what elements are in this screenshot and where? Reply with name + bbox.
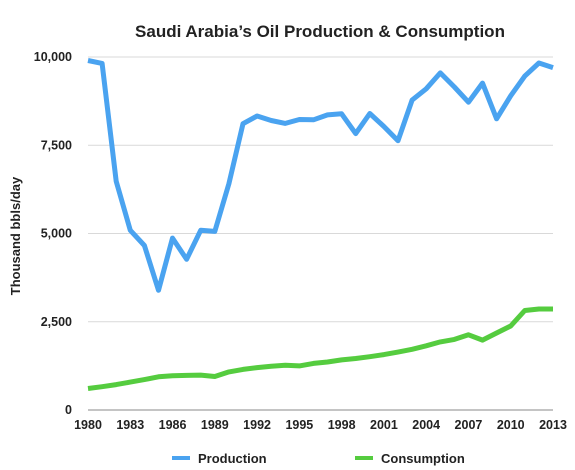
y-tick-label: 2,500 bbox=[41, 315, 72, 329]
x-tick-label: 1995 bbox=[285, 418, 313, 432]
legend-label-consumption: Consumption bbox=[381, 451, 465, 466]
chart-title: Saudi Arabia’s Oil Production & Consumpt… bbox=[135, 22, 505, 41]
series-line-consumption bbox=[87, 306, 553, 391]
y-tick-label: 5,000 bbox=[41, 227, 72, 241]
x-tick-label: 1992 bbox=[243, 418, 271, 432]
x-tick-label: 2013 bbox=[539, 418, 567, 432]
x-tick-label: 2010 bbox=[497, 418, 525, 432]
legend-label-production: Production bbox=[198, 451, 267, 466]
gridlines bbox=[88, 56, 553, 411]
y-tick-label: 7,500 bbox=[41, 138, 72, 152]
x-tick-label: 1989 bbox=[201, 418, 229, 432]
axis-ticks: 0 2,500 5,000 7,500 10,000 1980 1983 1986 1989 19… bbox=[34, 50, 567, 432]
legend: Production Consumption bbox=[172, 451, 465, 466]
y-tick-label: 0 bbox=[65, 403, 72, 417]
y-tick-label: 10,000 bbox=[34, 50, 72, 64]
data-series bbox=[87, 58, 554, 391]
x-tick-label: 2007 bbox=[455, 418, 483, 432]
x-tick-label: 1998 bbox=[328, 418, 356, 432]
y-axis-label: Thousand bbls/day bbox=[8, 176, 23, 295]
series-line-production bbox=[87, 58, 554, 293]
x-tick-label: 1986 bbox=[159, 418, 187, 432]
x-tick-label: 1980 bbox=[74, 418, 102, 432]
x-tick-label: 2004 bbox=[412, 418, 440, 432]
x-tick-label: 1983 bbox=[116, 418, 144, 432]
x-tick-label: 2001 bbox=[370, 418, 398, 432]
